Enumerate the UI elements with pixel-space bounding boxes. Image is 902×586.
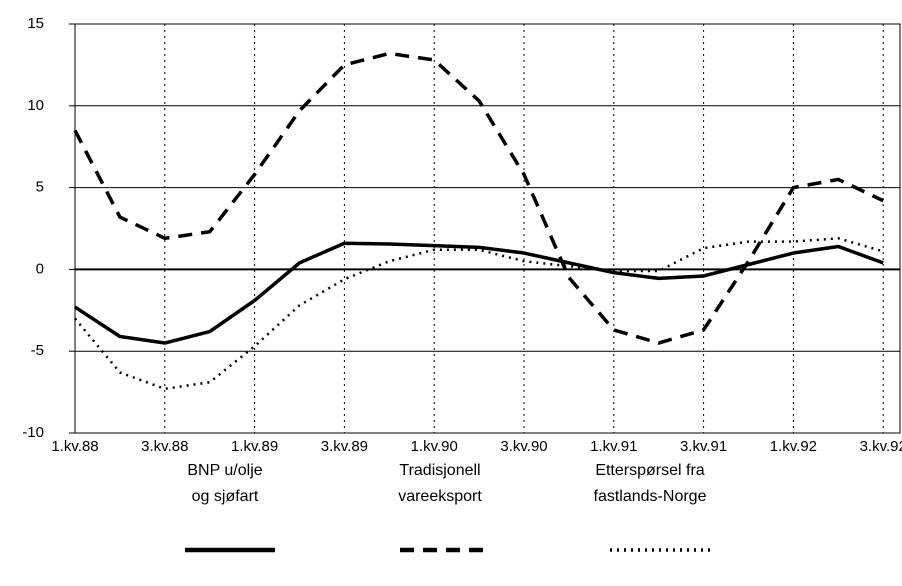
series-line [74,237,884,391]
x-tick-label: 3.kv.88 [141,438,188,455]
legend-label: BNP u/olje og sjøfart [187,462,263,505]
x-tick-label: 3.kv.89 [321,438,368,455]
x-tick-label: 3.kv.91 [680,438,727,455]
y-tick-label: 15 [27,15,44,32]
x-tick-label: 3.kv.90 [500,438,547,455]
y-tick-label: 10 [27,97,44,114]
y-tick-label: 5 [36,179,44,196]
y-tick-label: -5 [31,342,44,359]
legend-label: Tradisjonell vareeksport [398,462,482,505]
x-tick-label: 1.kv.90 [411,438,458,455]
series-line [73,51,884,345]
plot-frame [74,23,901,434]
x-tick-label: 1.kv.89 [231,438,278,455]
series-line [74,241,884,345]
x-tick-label: 1.kv.92 [770,438,817,455]
x-tick-label: 3.kv.92 [860,438,902,455]
x-tick-label: 1.kv.88 [51,438,98,455]
y-tick-label: -10 [22,424,44,441]
y-tick-label: 0 [36,260,44,277]
legend-label: Etterspørsel fra fastlands-Norge [593,462,707,505]
x-tick-label: 1.kv.91 [590,438,637,455]
